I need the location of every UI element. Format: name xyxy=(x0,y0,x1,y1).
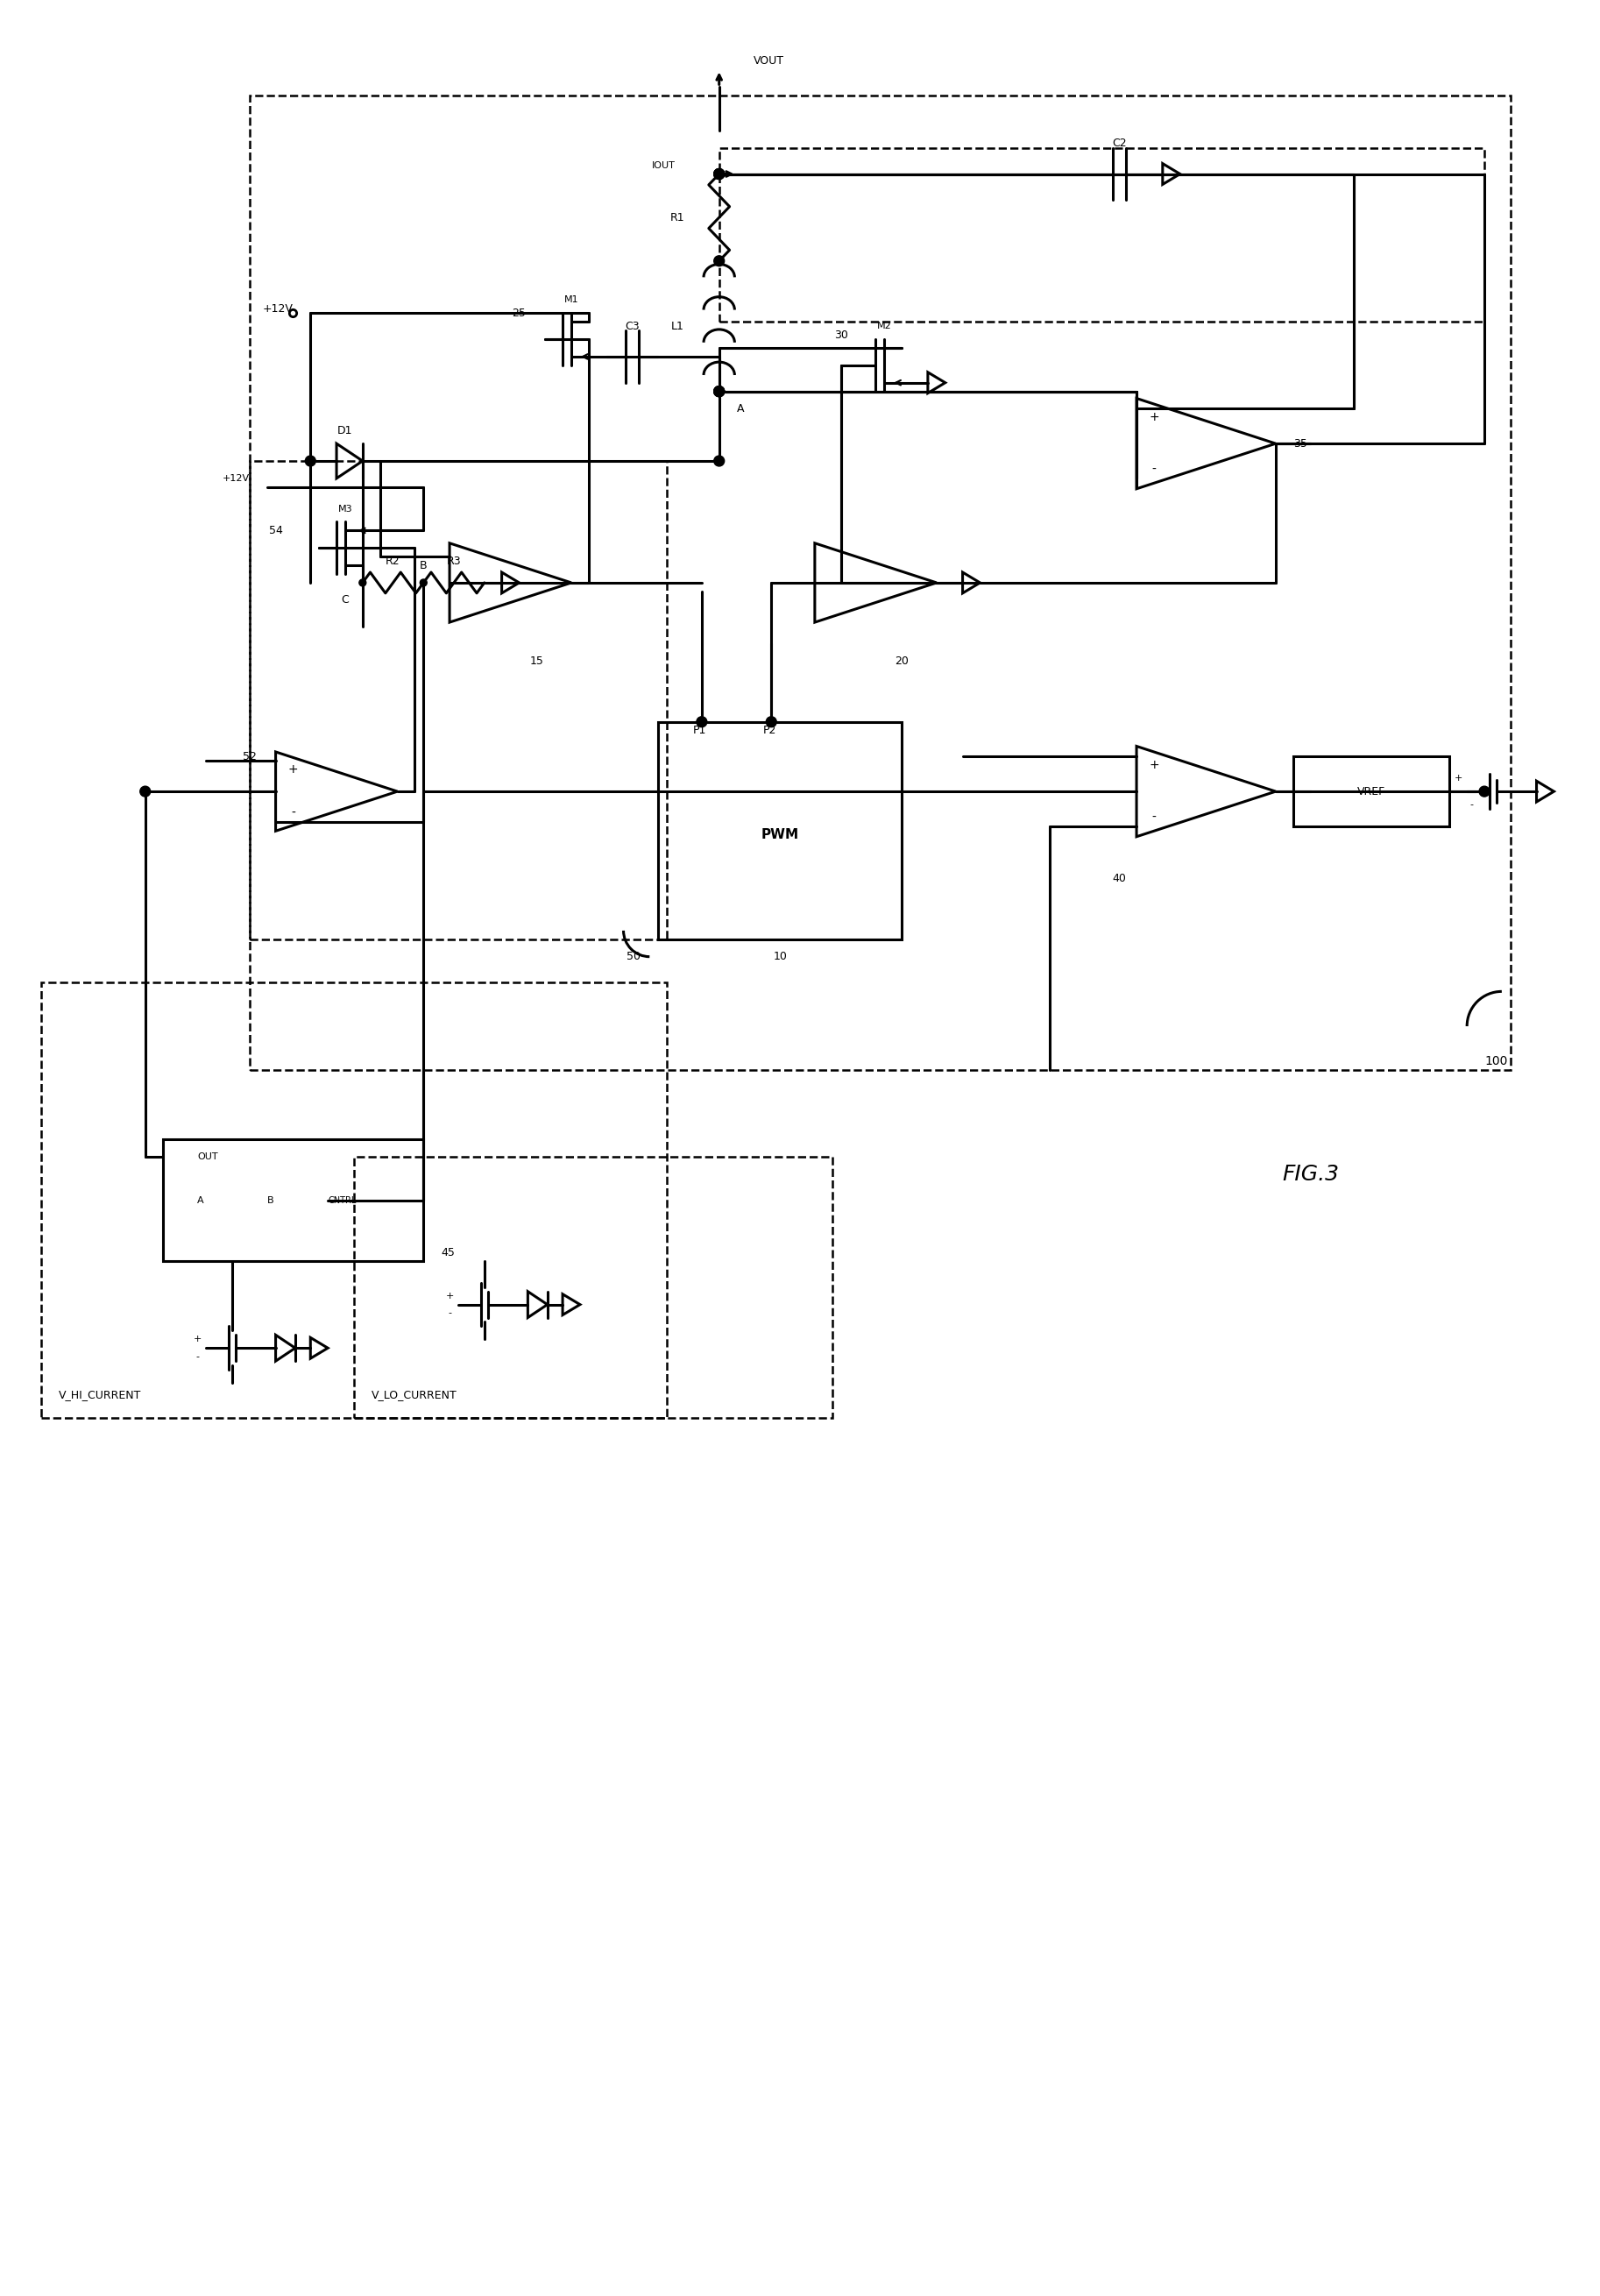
Polygon shape xyxy=(1163,163,1181,184)
Bar xyxy=(163,1139,424,1261)
Polygon shape xyxy=(1136,397,1275,489)
Text: P2: P2 xyxy=(763,726,776,737)
Circle shape xyxy=(714,386,725,397)
Circle shape xyxy=(714,386,725,397)
Bar xyxy=(658,721,902,939)
Text: 30: 30 xyxy=(834,328,848,340)
Polygon shape xyxy=(928,372,946,393)
Text: 15: 15 xyxy=(530,654,544,666)
Text: +12V: +12V xyxy=(222,473,250,482)
Polygon shape xyxy=(1536,781,1554,801)
Bar xyxy=(250,96,1510,1070)
Circle shape xyxy=(766,716,776,728)
Text: -: - xyxy=(1152,464,1157,475)
Bar xyxy=(1293,758,1450,827)
Circle shape xyxy=(714,386,725,397)
Circle shape xyxy=(714,386,725,397)
Polygon shape xyxy=(275,1334,296,1362)
Circle shape xyxy=(419,579,427,585)
Text: V_LO_CURRENT: V_LO_CURRENT xyxy=(371,1389,458,1401)
Text: -: - xyxy=(291,806,294,820)
Text: 10: 10 xyxy=(773,951,787,962)
Text: L1: L1 xyxy=(672,321,685,333)
Polygon shape xyxy=(336,443,363,478)
Text: R3: R3 xyxy=(446,556,461,567)
Text: +12V: +12V xyxy=(262,303,293,315)
Text: CNTRL: CNTRL xyxy=(328,1196,357,1205)
Text: A: A xyxy=(736,404,744,416)
Polygon shape xyxy=(528,1290,547,1318)
Circle shape xyxy=(714,455,725,466)
Text: +: + xyxy=(1149,411,1158,422)
Polygon shape xyxy=(563,1295,579,1316)
Text: M2: M2 xyxy=(877,321,891,331)
Circle shape xyxy=(714,168,725,179)
Text: -: - xyxy=(1469,799,1474,808)
Text: B: B xyxy=(419,560,427,572)
Circle shape xyxy=(714,255,725,266)
Text: 100: 100 xyxy=(1485,1054,1507,1068)
Text: C2: C2 xyxy=(1112,138,1126,149)
Text: -: - xyxy=(1152,810,1157,824)
Text: V_HI_CURRENT: V_HI_CURRENT xyxy=(58,1389,141,1401)
Circle shape xyxy=(714,168,725,179)
Bar xyxy=(354,1157,832,1417)
Text: C3: C3 xyxy=(626,321,640,333)
Text: 52: 52 xyxy=(243,751,256,762)
Text: VOUT: VOUT xyxy=(754,55,784,67)
Text: +: + xyxy=(1454,774,1462,783)
Polygon shape xyxy=(1136,746,1275,836)
Text: B: B xyxy=(267,1196,274,1205)
Circle shape xyxy=(714,168,725,179)
Circle shape xyxy=(714,168,725,179)
Circle shape xyxy=(696,716,707,728)
Text: 25: 25 xyxy=(512,308,526,319)
Text: M3: M3 xyxy=(338,505,352,514)
Bar xyxy=(42,983,667,1417)
Text: D1: D1 xyxy=(338,425,354,436)
Text: 50: 50 xyxy=(627,951,642,962)
Text: VREF: VREF xyxy=(1357,785,1386,797)
Bar xyxy=(718,147,1485,321)
Text: PWM: PWM xyxy=(762,829,798,843)
Text: -: - xyxy=(195,1352,198,1362)
Text: C: C xyxy=(341,595,349,606)
Polygon shape xyxy=(502,572,518,592)
Circle shape xyxy=(358,579,366,585)
Text: 35: 35 xyxy=(1293,439,1307,450)
Text: A: A xyxy=(197,1196,205,1205)
Text: -: - xyxy=(448,1309,451,1318)
Text: 40: 40 xyxy=(1112,872,1126,884)
Text: OUT: OUT xyxy=(197,1153,218,1162)
Polygon shape xyxy=(814,544,936,622)
Text: +: + xyxy=(194,1334,202,1343)
Text: R1: R1 xyxy=(670,211,685,223)
Polygon shape xyxy=(963,572,981,592)
Text: +: + xyxy=(1149,760,1158,771)
Text: +: + xyxy=(445,1290,454,1300)
Text: 20: 20 xyxy=(894,654,909,666)
Text: M1: M1 xyxy=(565,296,579,305)
Polygon shape xyxy=(310,1339,328,1359)
Polygon shape xyxy=(275,751,397,831)
Text: P1: P1 xyxy=(693,726,707,737)
Polygon shape xyxy=(450,544,571,622)
Circle shape xyxy=(139,785,150,797)
Text: IOUT: IOUT xyxy=(653,161,675,170)
Text: 54: 54 xyxy=(269,526,283,537)
Circle shape xyxy=(306,455,315,466)
Text: FIG.3: FIG.3 xyxy=(1282,1164,1339,1185)
Text: +: + xyxy=(288,765,298,776)
Circle shape xyxy=(1478,785,1490,797)
Text: R2: R2 xyxy=(386,556,400,567)
Text: 45: 45 xyxy=(442,1247,454,1258)
Bar xyxy=(250,461,667,939)
